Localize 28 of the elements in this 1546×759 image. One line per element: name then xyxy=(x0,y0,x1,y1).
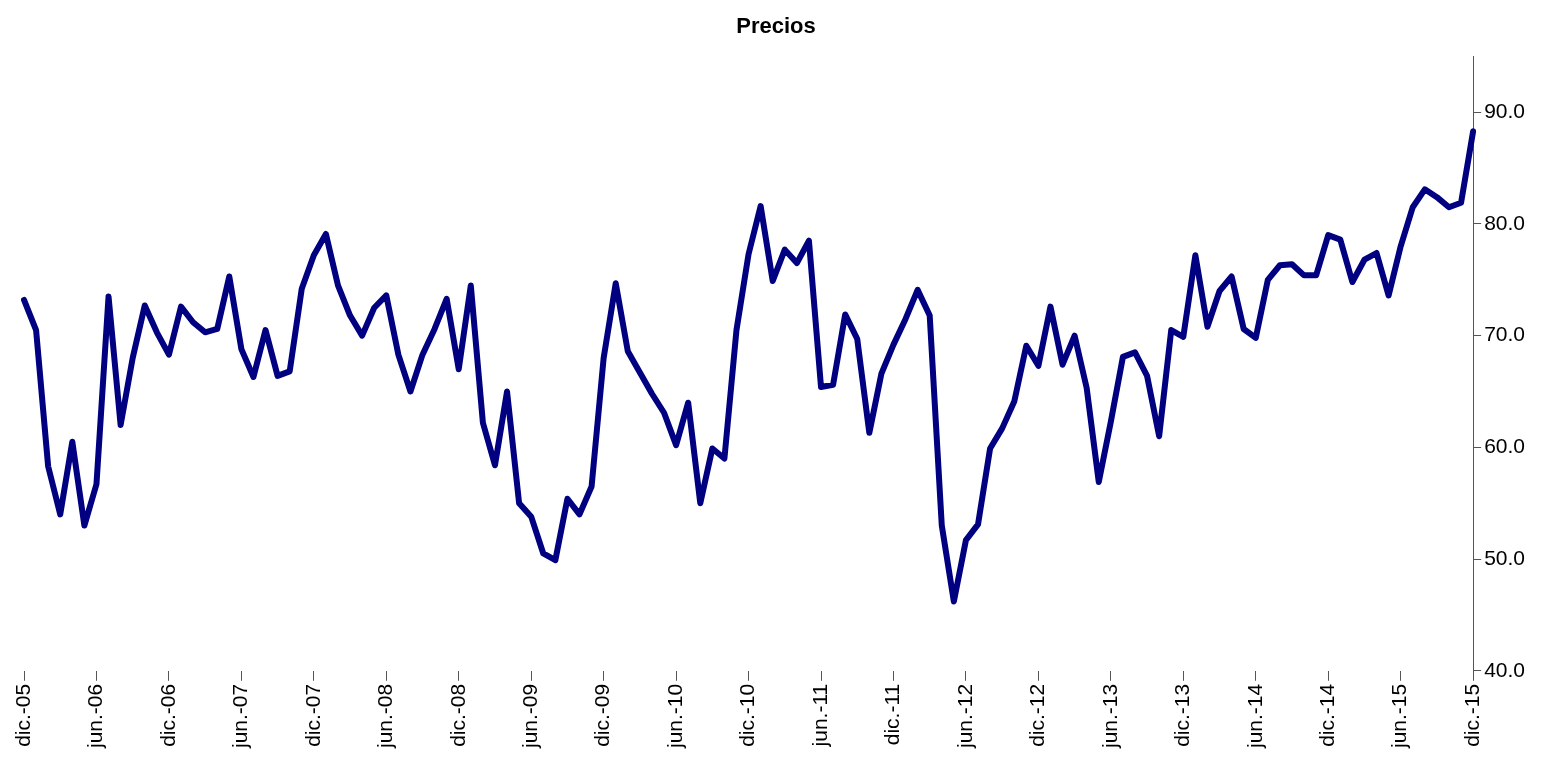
x-tick-label: dic.-05 xyxy=(10,683,34,747)
x-tick-label: jun.-06 xyxy=(83,683,107,750)
y-tick-label: 90.0 xyxy=(1484,99,1525,123)
y-tick-label: 60.0 xyxy=(1484,434,1525,458)
x-tick-label: dic.-08 xyxy=(445,683,469,747)
x-tick-label: dic.-14 xyxy=(1315,683,1339,747)
x-tick-label: jun.-12 xyxy=(952,683,976,750)
y-tick-label: 80.0 xyxy=(1484,210,1525,234)
x-tick-label: dic.-11 xyxy=(880,683,904,746)
chart-title: Precios xyxy=(736,13,816,39)
x-tick-label: jun.-08 xyxy=(373,683,397,750)
x-tick-label: jun.-07 xyxy=(228,683,252,750)
x-tick-label: dic.-07 xyxy=(300,683,324,747)
x-tick-label: jun.-09 xyxy=(517,683,541,750)
y-tick-label: 50.0 xyxy=(1484,545,1525,569)
x-tick-label: jun.-13 xyxy=(1097,683,1121,750)
x-tick-label: dic.-12 xyxy=(1025,683,1049,747)
x-tick-label: jun.-14 xyxy=(1242,683,1266,750)
x-tick-label: jun.-11 xyxy=(807,683,831,748)
x-tick-label: dic.-06 xyxy=(155,683,179,747)
x-tick-label: dic.-13 xyxy=(1170,683,1194,747)
y-tick-label: 70.0 xyxy=(1484,322,1525,346)
y-tick-label: 40.0 xyxy=(1484,657,1525,681)
x-tick-label: dic.-09 xyxy=(590,683,614,747)
x-tick-label: dic.-15 xyxy=(1459,683,1483,747)
x-tick-label: dic.-10 xyxy=(735,683,759,747)
x-tick-label: jun.-10 xyxy=(662,683,686,750)
x-tick-label: jun.-15 xyxy=(1387,683,1411,750)
